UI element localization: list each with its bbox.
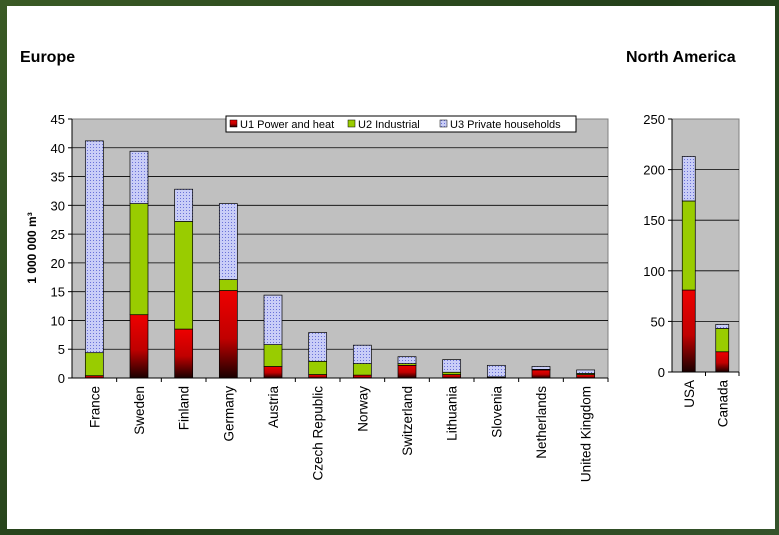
europe-title: Europe — [20, 49, 75, 66]
bar-segment-norway-u3 — [352, 344, 372, 364]
bar-segment-lithuania-u1 — [442, 374, 462, 379]
legend-label-u1: U1 Power and heat — [240, 119, 334, 131]
bar-segment-finland-u1 — [174, 328, 194, 379]
x-category-label: Norway — [355, 386, 370, 432]
bar-segment-switzerland-u3 — [397, 356, 417, 364]
bar-segment-usa-u2 — [681, 200, 696, 291]
europe-plot-area — [71, 118, 609, 379]
na-y-ticks: 0 50 100 150 200 250 — [643, 112, 739, 380]
bar-segment-sweden-u1 — [129, 314, 149, 379]
bar-segment-czech-republic-u2 — [308, 360, 328, 375]
bar-segment-slovenia-u3 — [486, 364, 506, 378]
legend-swatch-u1 — [229, 119, 238, 128]
europe-y-axis-label: 1 000 000 m³ — [25, 212, 39, 283]
legend-label-u2: U2 Industrial — [358, 119, 420, 131]
na-category-labels: USA Canada — [682, 372, 740, 428]
bar-segment-usa-u1 — [681, 289, 696, 373]
x-category-label: France — [87, 386, 102, 428]
bar-segment-canada-u3 — [715, 324, 730, 329]
legend-swatch-u2 — [347, 119, 356, 128]
europe-bars — [84, 140, 596, 379]
y-tick-label: 30 — [51, 198, 65, 213]
north-america-title: North America — [626, 49, 736, 66]
y-tick-label: 5 — [58, 342, 65, 357]
bar-segment-united-kingdom-u3 — [576, 369, 596, 374]
y-tick-label: 0 — [658, 365, 665, 380]
bar-segment-switzerland-u1 — [397, 364, 417, 379]
x-category-label: Czech Republic — [311, 386, 326, 481]
bar-segment-norway-u2 — [352, 363, 372, 376]
bar-segment-austria-u2 — [263, 344, 283, 367]
europe-category-labels: France Sweden Finland Germany Austria Czech R… — [87, 378, 609, 482]
y-tick-label: 20 — [51, 256, 65, 271]
y-tick-label: 150 — [643, 213, 665, 228]
europe-gridlines — [72, 147, 608, 350]
legend-swatch-u3 — [439, 119, 448, 128]
bar-segment-germany-u1 — [218, 290, 238, 379]
x-category-label: Sweden — [132, 386, 147, 435]
bar-segment-finland-u3 — [174, 188, 194, 222]
x-category-label: Netherlands — [534, 386, 549, 459]
bar-segment-sweden-u3 — [129, 150, 149, 204]
x-category-label: Finland — [177, 386, 192, 430]
y-tick-label: 0 — [58, 371, 65, 386]
x-category-label: Canada — [715, 380, 730, 428]
y-tick-label: 250 — [643, 112, 665, 127]
x-category-label: Switzerland — [400, 386, 415, 456]
bar-segment-netherlands-u1 — [531, 369, 551, 379]
bar-segment-czech-republic-u1 — [308, 374, 328, 379]
y-tick-label: 25 — [51, 227, 65, 242]
x-category-label: USA — [682, 380, 697, 408]
y-tick-label: 35 — [51, 170, 65, 185]
bar-segment-austria-u1 — [263, 366, 283, 379]
y-tick-label: 45 — [51, 112, 65, 127]
bar-segment-canada-u1 — [715, 351, 730, 373]
bar-segment-usa-u3 — [681, 156, 696, 202]
bar-segment-france-u3 — [84, 140, 104, 354]
x-category-label: Austria — [266, 386, 281, 429]
na-bars — [681, 156, 730, 373]
bar-segment-czech-republic-u3 — [308, 332, 328, 362]
x-category-label: Slovenia — [489, 386, 504, 438]
y-tick-label: 50 — [651, 314, 665, 329]
bar-segment-germany-u2 — [218, 279, 238, 291]
y-tick-label: 10 — [51, 313, 65, 328]
y-tick-label: 100 — [643, 264, 665, 279]
x-category-label: Lithuania — [445, 386, 460, 441]
bar-segment-austria-u3 — [263, 294, 283, 345]
x-category-label: Germany — [221, 386, 236, 442]
bar-segment-germany-u3 — [218, 203, 238, 280]
bar-segment-netherlands-u3 — [531, 366, 551, 370]
y-tick-label: 40 — [51, 141, 65, 156]
legend-label-u3: U3 Private households — [450, 119, 561, 131]
legend: U1 Power and heat U2 Industrial U3 Priva… — [225, 115, 577, 133]
bar-segment-united-kingdom-u1 — [576, 374, 596, 379]
bar-segment-norway-u1 — [352, 374, 372, 379]
x-category-label: United Kingdom — [579, 386, 594, 482]
bar-segment-finland-u2 — [174, 221, 194, 330]
y-tick-label: 200 — [643, 163, 665, 178]
bar-segment-canada-u2 — [715, 328, 730, 353]
y-tick-label: 15 — [51, 285, 65, 300]
bar-segment-france-u2 — [84, 352, 104, 377]
bar-segment-sweden-u2 — [129, 203, 149, 316]
bar-segment-lithuania-u3 — [442, 359, 462, 373]
